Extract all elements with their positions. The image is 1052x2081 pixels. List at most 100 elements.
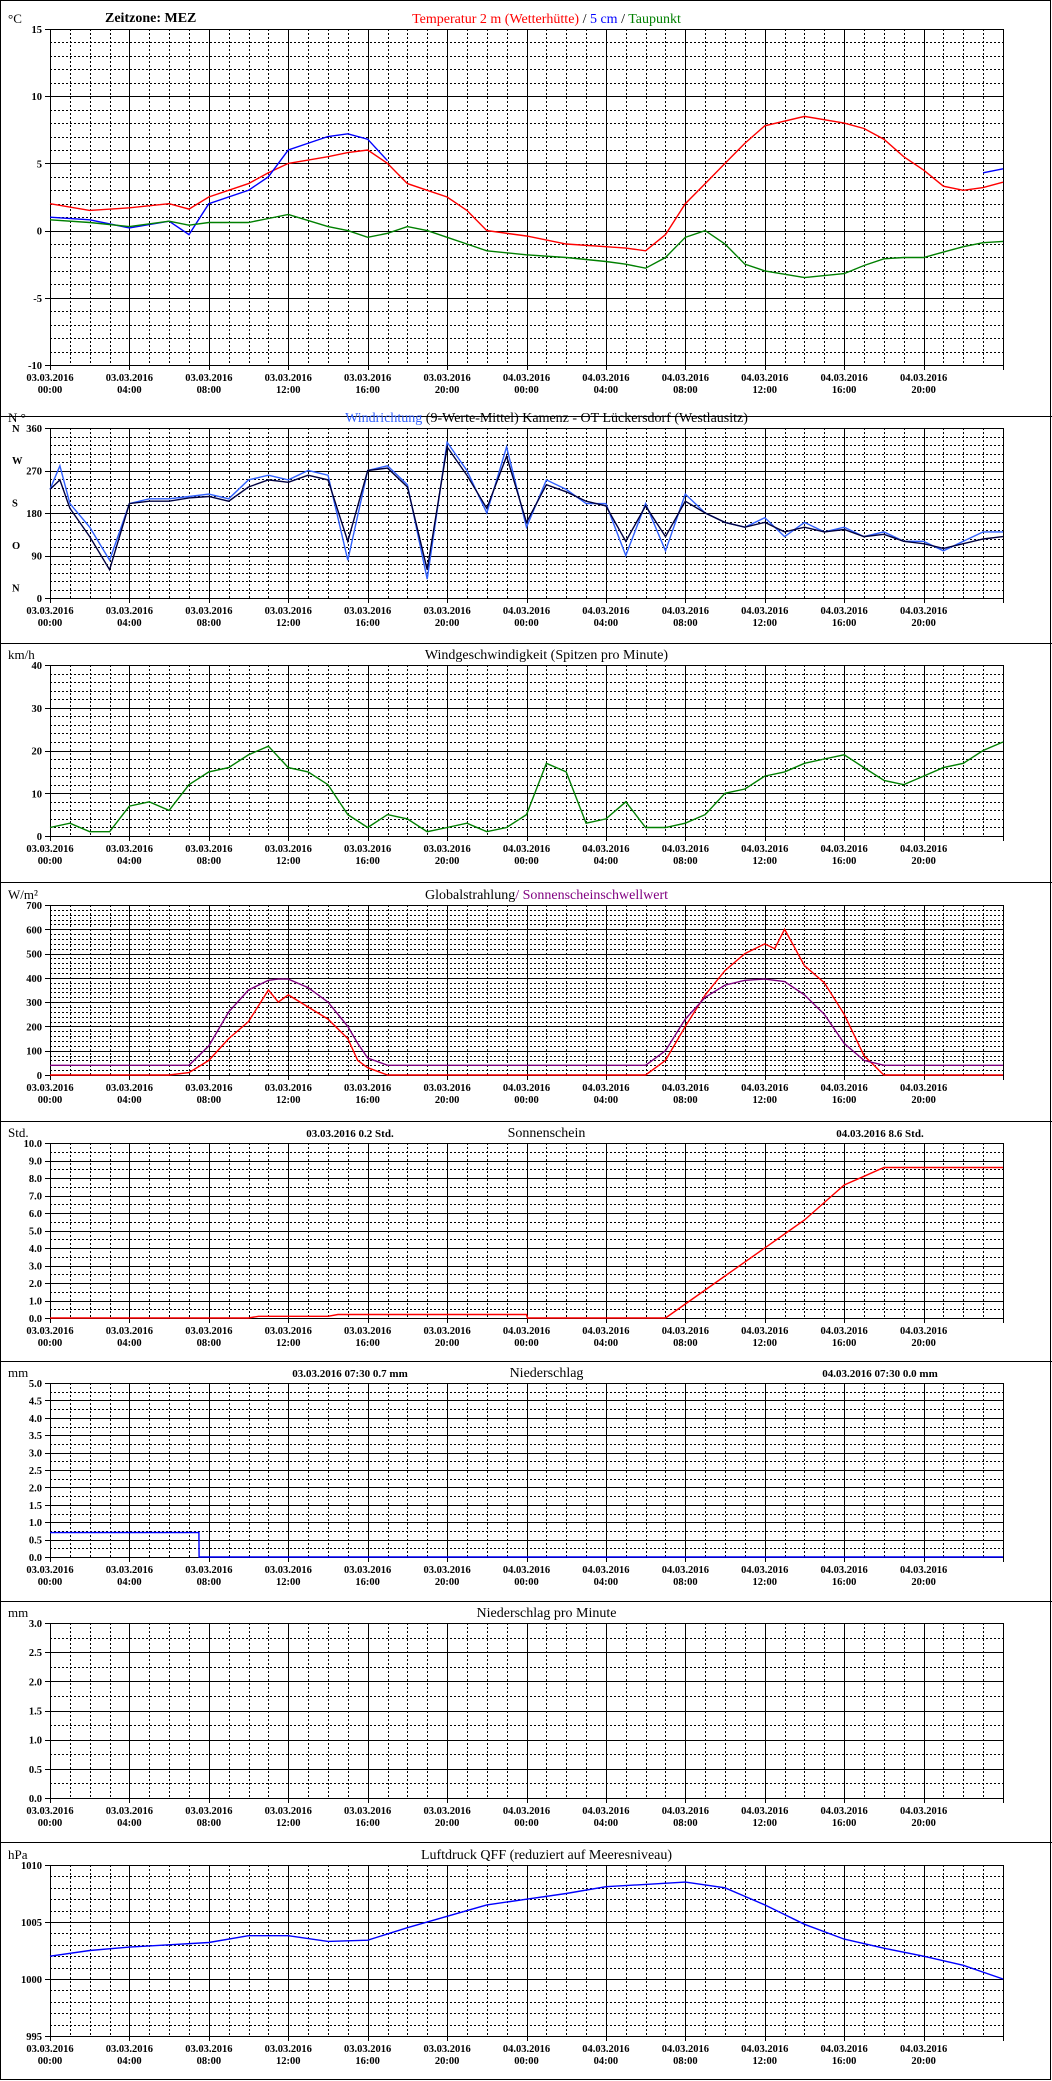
- x-tick-date: 04.03.2016: [582, 1565, 629, 1576]
- title-part: Niederschlag pro Minute: [477, 1606, 617, 1621]
- header-right-total: 04.03.2016 8.6 Std.: [836, 1128, 924, 1140]
- x-tick-date: 03.03.2016: [185, 1326, 232, 1337]
- y-tick-label: 4.5: [29, 1396, 42, 1407]
- x-tick-time: 00:00: [38, 2056, 63, 2067]
- compass-label: S: [12, 499, 18, 510]
- x-tick-time: 00:00: [38, 1338, 63, 1349]
- x-tick-date: 04.03.2016: [503, 1565, 550, 1576]
- x-tick-date: 04.03.2016: [900, 373, 947, 384]
- x-tick-date: 03.03.2016: [344, 2044, 391, 2055]
- x-tick-time: 12:00: [753, 385, 778, 396]
- x-tick-time: 04:00: [594, 385, 619, 396]
- y-tick-label: 2.0: [29, 1483, 42, 1494]
- panel-precipitation: 0.0 0.5 1.0 1.5 2.0 2.5 3.0 3.5 4.0 4.5 5.0mm Niede…: [0, 1361, 1052, 1588]
- x-tick-date: 03.03.2016: [185, 1083, 232, 1094]
- x-tick-time: 12:00: [753, 618, 778, 629]
- x-tick-time: 08:00: [197, 1818, 222, 1829]
- x-tick-time: 16:00: [832, 2056, 857, 2067]
- x-tick-time: 12:00: [753, 2056, 778, 2067]
- y-tick-label: 0: [37, 227, 42, 238]
- x-tick-time: 12:00: [276, 1095, 301, 1106]
- x-tick-time: 00:00: [514, 1095, 539, 1106]
- x-tick-time: 04:00: [117, 618, 142, 629]
- x-tick-time: 00:00: [514, 856, 539, 867]
- plot-frame: [50, 428, 1004, 599]
- compass-label: W: [12, 456, 23, 467]
- series-global_radiation-1: [50, 978, 1003, 1066]
- y-tick-label: 6.0: [29, 1209, 42, 1220]
- x-tick-time: 16:00: [355, 385, 380, 396]
- x-tick-time: 16:00: [832, 1338, 857, 1349]
- x-tick-date: 03.03.2016: [265, 1565, 312, 1576]
- x-tick-date: 03.03.2016: [26, 1565, 73, 1576]
- title-part: Taupunkt: [628, 12, 681, 27]
- x-tick-time: 12:00: [276, 1818, 301, 1829]
- unit-label: N °: [8, 410, 26, 425]
- x-tick-time: 20:00: [911, 1577, 936, 1588]
- x-tick-date: 04.03.2016: [662, 1326, 709, 1337]
- x-tick-date: 03.03.2016: [26, 1083, 73, 1094]
- x-tick-date: 04.03.2016: [503, 1083, 550, 1094]
- y-tick-label: 100: [26, 1047, 42, 1058]
- x-tick-time: 20:00: [435, 1818, 460, 1829]
- x-tick-date: 04.03.2016: [582, 1083, 629, 1094]
- x-tick-date: 04.03.2016: [741, 1565, 788, 1576]
- unit-label: hPa: [8, 1847, 28, 1862]
- x-tick-time: 08:00: [673, 618, 698, 629]
- x-tick-date: 04.03.2016: [741, 2044, 788, 2055]
- y-tick-label: 3.0: [29, 1619, 42, 1630]
- x-tick-time: 04:00: [117, 385, 142, 396]
- series-temperature-2: [49, 213, 1004, 279]
- x-tick-date: 03.03.2016: [344, 844, 391, 855]
- y-tick-label: 700: [26, 901, 42, 912]
- x-tick-time: 12:00: [276, 856, 301, 867]
- title-part: /: [618, 12, 629, 27]
- x-tick-date: 04.03.2016: [503, 606, 550, 617]
- x-tick-date: 04.03.2016: [900, 1565, 947, 1576]
- x-tick-date: 04.03.2016: [662, 2044, 709, 2055]
- y-tick-label: -5: [33, 294, 42, 305]
- y-tick-label: 4.0: [29, 1244, 42, 1255]
- x-tick-date: 03.03.2016: [185, 2044, 232, 2055]
- y-tick-label: 2.5: [29, 1648, 42, 1659]
- y-tick-label: 1.0: [29, 1736, 42, 1747]
- y-tick-label: 2.5: [29, 1466, 42, 1477]
- x-tick-time: 16:00: [832, 1577, 857, 1588]
- x-tick-date: 03.03.2016: [265, 1083, 312, 1094]
- y-tick-label: 0.5: [29, 1536, 42, 1547]
- y-tick-label: 15: [32, 25, 43, 36]
- y-tick-label: 2.0: [29, 1279, 42, 1290]
- x-tick-time: 20:00: [435, 2056, 460, 2067]
- panel-temperature: -10 -5 0 5 10 15 °C Temperatur 2 m (Wetterhütte…: [8, 11, 1004, 396]
- x-tick-date: 03.03.2016: [26, 373, 73, 384]
- x-tick-time: 00:00: [38, 1095, 63, 1106]
- x-tick-date: 04.03.2016: [662, 1806, 709, 1817]
- title-part: Windrichtung: [345, 411, 422, 426]
- x-tick-time: 08:00: [673, 1095, 698, 1106]
- x-tick-time: 08:00: [197, 618, 222, 629]
- x-tick-date: 03.03.2016: [265, 1326, 312, 1337]
- title-part: Globalstrahlung: [425, 888, 515, 903]
- x-tick-time: 04:00: [117, 1095, 142, 1106]
- x-tick-date: 03.03.2016: [423, 1083, 470, 1094]
- x-tick-date: 03.03.2016: [26, 2044, 73, 2055]
- x-tick-time: 04:00: [117, 1338, 142, 1349]
- x-tick-date: 03.03.2016: [185, 1806, 232, 1817]
- chart-title: Niederschlag: [510, 1366, 584, 1381]
- y-tick-label: 1.0: [29, 1518, 42, 1529]
- panel-precipitation_per_minute: 0.0 0.5 1.0 1.5 2.0 2.5 3.0mm Niederschlag pro …: [0, 1601, 1052, 1829]
- x-tick-date: 04.03.2016: [741, 1083, 788, 1094]
- series-pressure-0: [49, 1881, 1004, 1980]
- x-tick-time: 08:00: [673, 1818, 698, 1829]
- series-wind_speed-0: [49, 741, 1004, 833]
- y-tick-label: 10: [32, 789, 43, 800]
- x-tick-date: 04.03.2016: [821, 844, 868, 855]
- x-tick-time: 04:00: [594, 618, 619, 629]
- x-tick-time: 20:00: [911, 1095, 936, 1106]
- x-tick-date: 04.03.2016: [662, 1083, 709, 1094]
- x-tick-date: 04.03.2016: [582, 1326, 629, 1337]
- x-tick-date: 03.03.2016: [106, 844, 153, 855]
